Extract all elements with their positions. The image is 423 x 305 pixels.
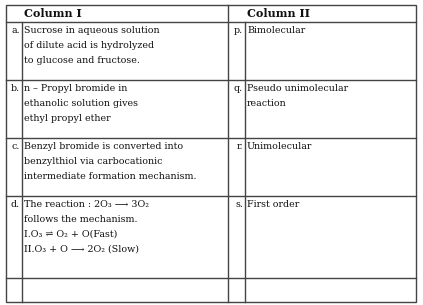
Text: a.: a.: [11, 26, 20, 35]
Text: r.: r.: [236, 142, 243, 151]
Text: s.: s.: [235, 200, 243, 209]
Text: Sucrose in aqueous solution
of dilute acid is hydrolyzed
to glucose and fructose: Sucrose in aqueous solution of dilute ac…: [24, 26, 159, 65]
Text: Column II: Column II: [247, 8, 310, 19]
Text: First order: First order: [247, 200, 299, 209]
Text: The reaction : 2O₃ ⟶ 3O₂
follows the mechanism.
I.O₃ ⇌ O₂ + O(Fast)
II.O₃ + O ⟶ : The reaction : 2O₃ ⟶ 3O₂ follows the mec…: [24, 200, 149, 254]
Text: n – Propyl bromide in
ethanolic solution gives
ethyl propyl ether: n – Propyl bromide in ethanolic solution…: [24, 84, 138, 123]
Text: d.: d.: [11, 200, 20, 209]
Text: Benzyl bromide is converted into
benzylthiol via carbocationic
intermediate form: Benzyl bromide is converted into benzylt…: [24, 142, 197, 181]
Text: Bimolecular: Bimolecular: [247, 26, 305, 35]
Text: Pseudo unimolecular
reaction: Pseudo unimolecular reaction: [247, 84, 348, 108]
Text: c.: c.: [11, 142, 20, 151]
Text: q.: q.: [234, 84, 243, 93]
Text: Column I: Column I: [24, 8, 82, 19]
Text: Unimolecular: Unimolecular: [247, 142, 312, 151]
Text: p.: p.: [234, 26, 243, 35]
Text: b.: b.: [11, 84, 20, 93]
